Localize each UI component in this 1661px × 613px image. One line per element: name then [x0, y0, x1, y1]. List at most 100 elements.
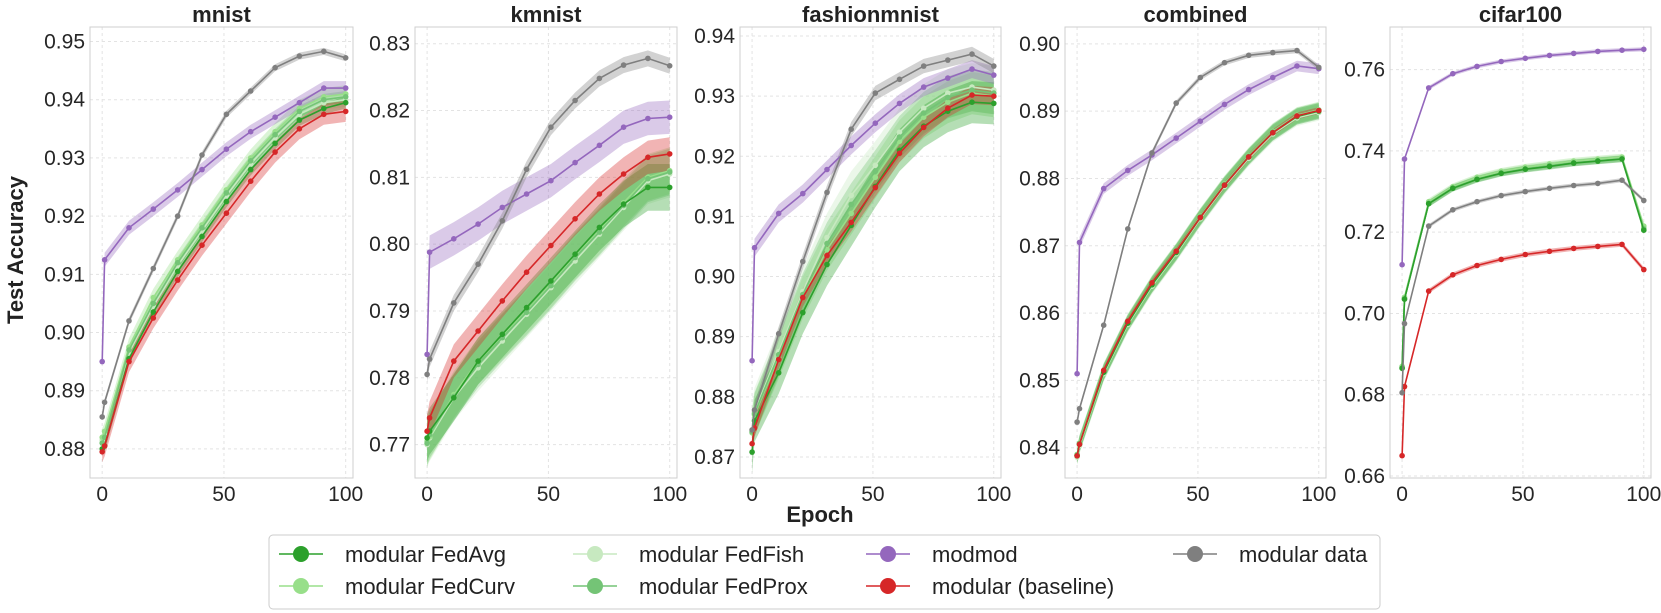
- y-tick-label: 0.88: [694, 386, 735, 409]
- y-tick-label: 0.90: [44, 322, 85, 345]
- point-modular-fedavg: [969, 99, 975, 105]
- series-modular-baseline: [424, 151, 673, 435]
- point-modular-data: [1546, 185, 1553, 192]
- point-modular-fedavg: [499, 331, 506, 338]
- series-modmod: [1074, 63, 1322, 377]
- point-modular-data: [342, 55, 349, 61]
- point-modular-data: [1474, 198, 1480, 205]
- point-modmod: [1450, 70, 1456, 77]
- point-modmod: [1074, 370, 1080, 377]
- point-modular-data: [645, 55, 651, 62]
- point-modular-data: [596, 75, 603, 82]
- point-modular-fedprox: [848, 201, 854, 208]
- point-modular-data: [1100, 322, 1107, 329]
- legend-frame: [268, 534, 1381, 610]
- point-modmod: [945, 75, 951, 81]
- point-modular-data: [426, 356, 433, 362]
- point-modular-data: [424, 371, 430, 378]
- point-modular-fedprox: [272, 131, 278, 138]
- line-modular-fedprox: [751, 89, 994, 432]
- plot-frame: [739, 26, 1002, 479]
- panel-title: mnist: [192, 2, 251, 27]
- point-modular-fedfish: [896, 129, 903, 135]
- point-modmod: [666, 114, 673, 120]
- point-modmod: [1294, 63, 1300, 69]
- series-modular-fedavg: [424, 184, 673, 441]
- y-tick-label: 0.82: [369, 100, 410, 123]
- point-modular-fedavg: [247, 166, 254, 173]
- point-modular-fedavg: [775, 370, 782, 376]
- series-modular-baseline: [1074, 107, 1322, 459]
- point-modular-data: [666, 63, 673, 69]
- series-modmod: [424, 114, 673, 358]
- x-tick-label: 100: [976, 483, 1011, 506]
- legend-entry-modmod: modmod: [866, 542, 1018, 567]
- point-modular-baseline: [848, 219, 854, 226]
- point-modmod: [1125, 167, 1131, 174]
- panel-title: cifar100: [1479, 2, 1562, 27]
- point-modular-baseline: [321, 111, 327, 118]
- point-modular-data: [1149, 150, 1155, 156]
- y-tick-label: 0.72: [1344, 221, 1385, 244]
- point-modular-data: [920, 63, 927, 69]
- legend-entry-modular-baseline: modular (baseline): [866, 574, 1114, 599]
- point-modular-baseline: [572, 216, 578, 222]
- point-modmod: [1595, 48, 1601, 55]
- point-modular-data: [1425, 223, 1432, 229]
- legend-marker: [880, 546, 896, 562]
- legend-label: modular data: [1239, 542, 1368, 567]
- series-modular-baseline: [1399, 241, 1647, 459]
- point-modular-baseline: [1173, 248, 1179, 254]
- point-modular-baseline: [1641, 266, 1647, 273]
- x-tick-label: 0: [96, 483, 108, 506]
- point-modular-baseline: [296, 126, 303, 132]
- point-modmod: [848, 142, 854, 149]
- legend-label: modular FedAvg: [345, 542, 506, 567]
- point-modmod: [1570, 50, 1577, 57]
- band-modular-fedprox: [427, 148, 670, 467]
- point-modmod: [1399, 261, 1405, 268]
- point-modular-fedprox: [321, 96, 327, 103]
- point-modular-data: [1076, 405, 1083, 412]
- point-modular-baseline: [1619, 241, 1625, 248]
- series-modular-data: [424, 55, 673, 378]
- y-tick-label: 0.68: [1344, 384, 1385, 407]
- x-tick-label: 50: [1511, 483, 1534, 506]
- point-modmod: [1425, 85, 1432, 91]
- point-modular-baseline: [1450, 272, 1456, 278]
- line-modmod: [101, 87, 346, 362]
- legend-marker: [293, 578, 309, 594]
- panel-kmnist: kmnist 0.77 0.78 0.79 0.80 0.81 0.82 0.83 0 50 100: [369, 2, 687, 506]
- point-modular-baseline: [945, 105, 951, 111]
- y-tick-label: 0.93: [44, 147, 85, 170]
- point-modmod: [1100, 185, 1107, 192]
- point-modular-baseline: [1522, 251, 1529, 258]
- point-modmod: [620, 124, 627, 130]
- point-modular-fedfish: [945, 90, 951, 96]
- point-modular-fedavg: [749, 449, 755, 455]
- y-tick-label: 0.89: [44, 380, 85, 403]
- band-modmod: [427, 100, 670, 372]
- point-modular-fedfish: [920, 105, 927, 111]
- legend-marker: [587, 546, 603, 562]
- point-modular-baseline: [426, 415, 433, 421]
- point-modular-data: [1221, 59, 1228, 66]
- x-tick-label: 50: [1186, 483, 1209, 506]
- point-modular-fedavg: [645, 184, 651, 191]
- legend-entry-modular-fedfish: modular FedFish: [573, 542, 804, 567]
- point-modmod: [596, 142, 603, 149]
- point-modmod: [1522, 55, 1529, 62]
- point-modmod: [991, 72, 997, 78]
- series-modular-data: [1399, 177, 1647, 396]
- x-tick-label: 100: [1626, 483, 1661, 506]
- point-modular-fedavg: [800, 309, 806, 316]
- panels: mnist 0.88 0.89 0.90 0.91 0.92 0.93 0.94 0.95 0 50…: [44, 2, 1661, 506]
- point-modmod: [1619, 47, 1625, 53]
- point-modmod: [548, 177, 554, 184]
- point-modular-data: [896, 76, 903, 83]
- series-modular-data: [749, 51, 997, 433]
- point-modular-fedprox: [969, 87, 975, 93]
- y-tick-label: 0.92: [694, 145, 735, 168]
- point-modular-fedavg: [548, 278, 554, 284]
